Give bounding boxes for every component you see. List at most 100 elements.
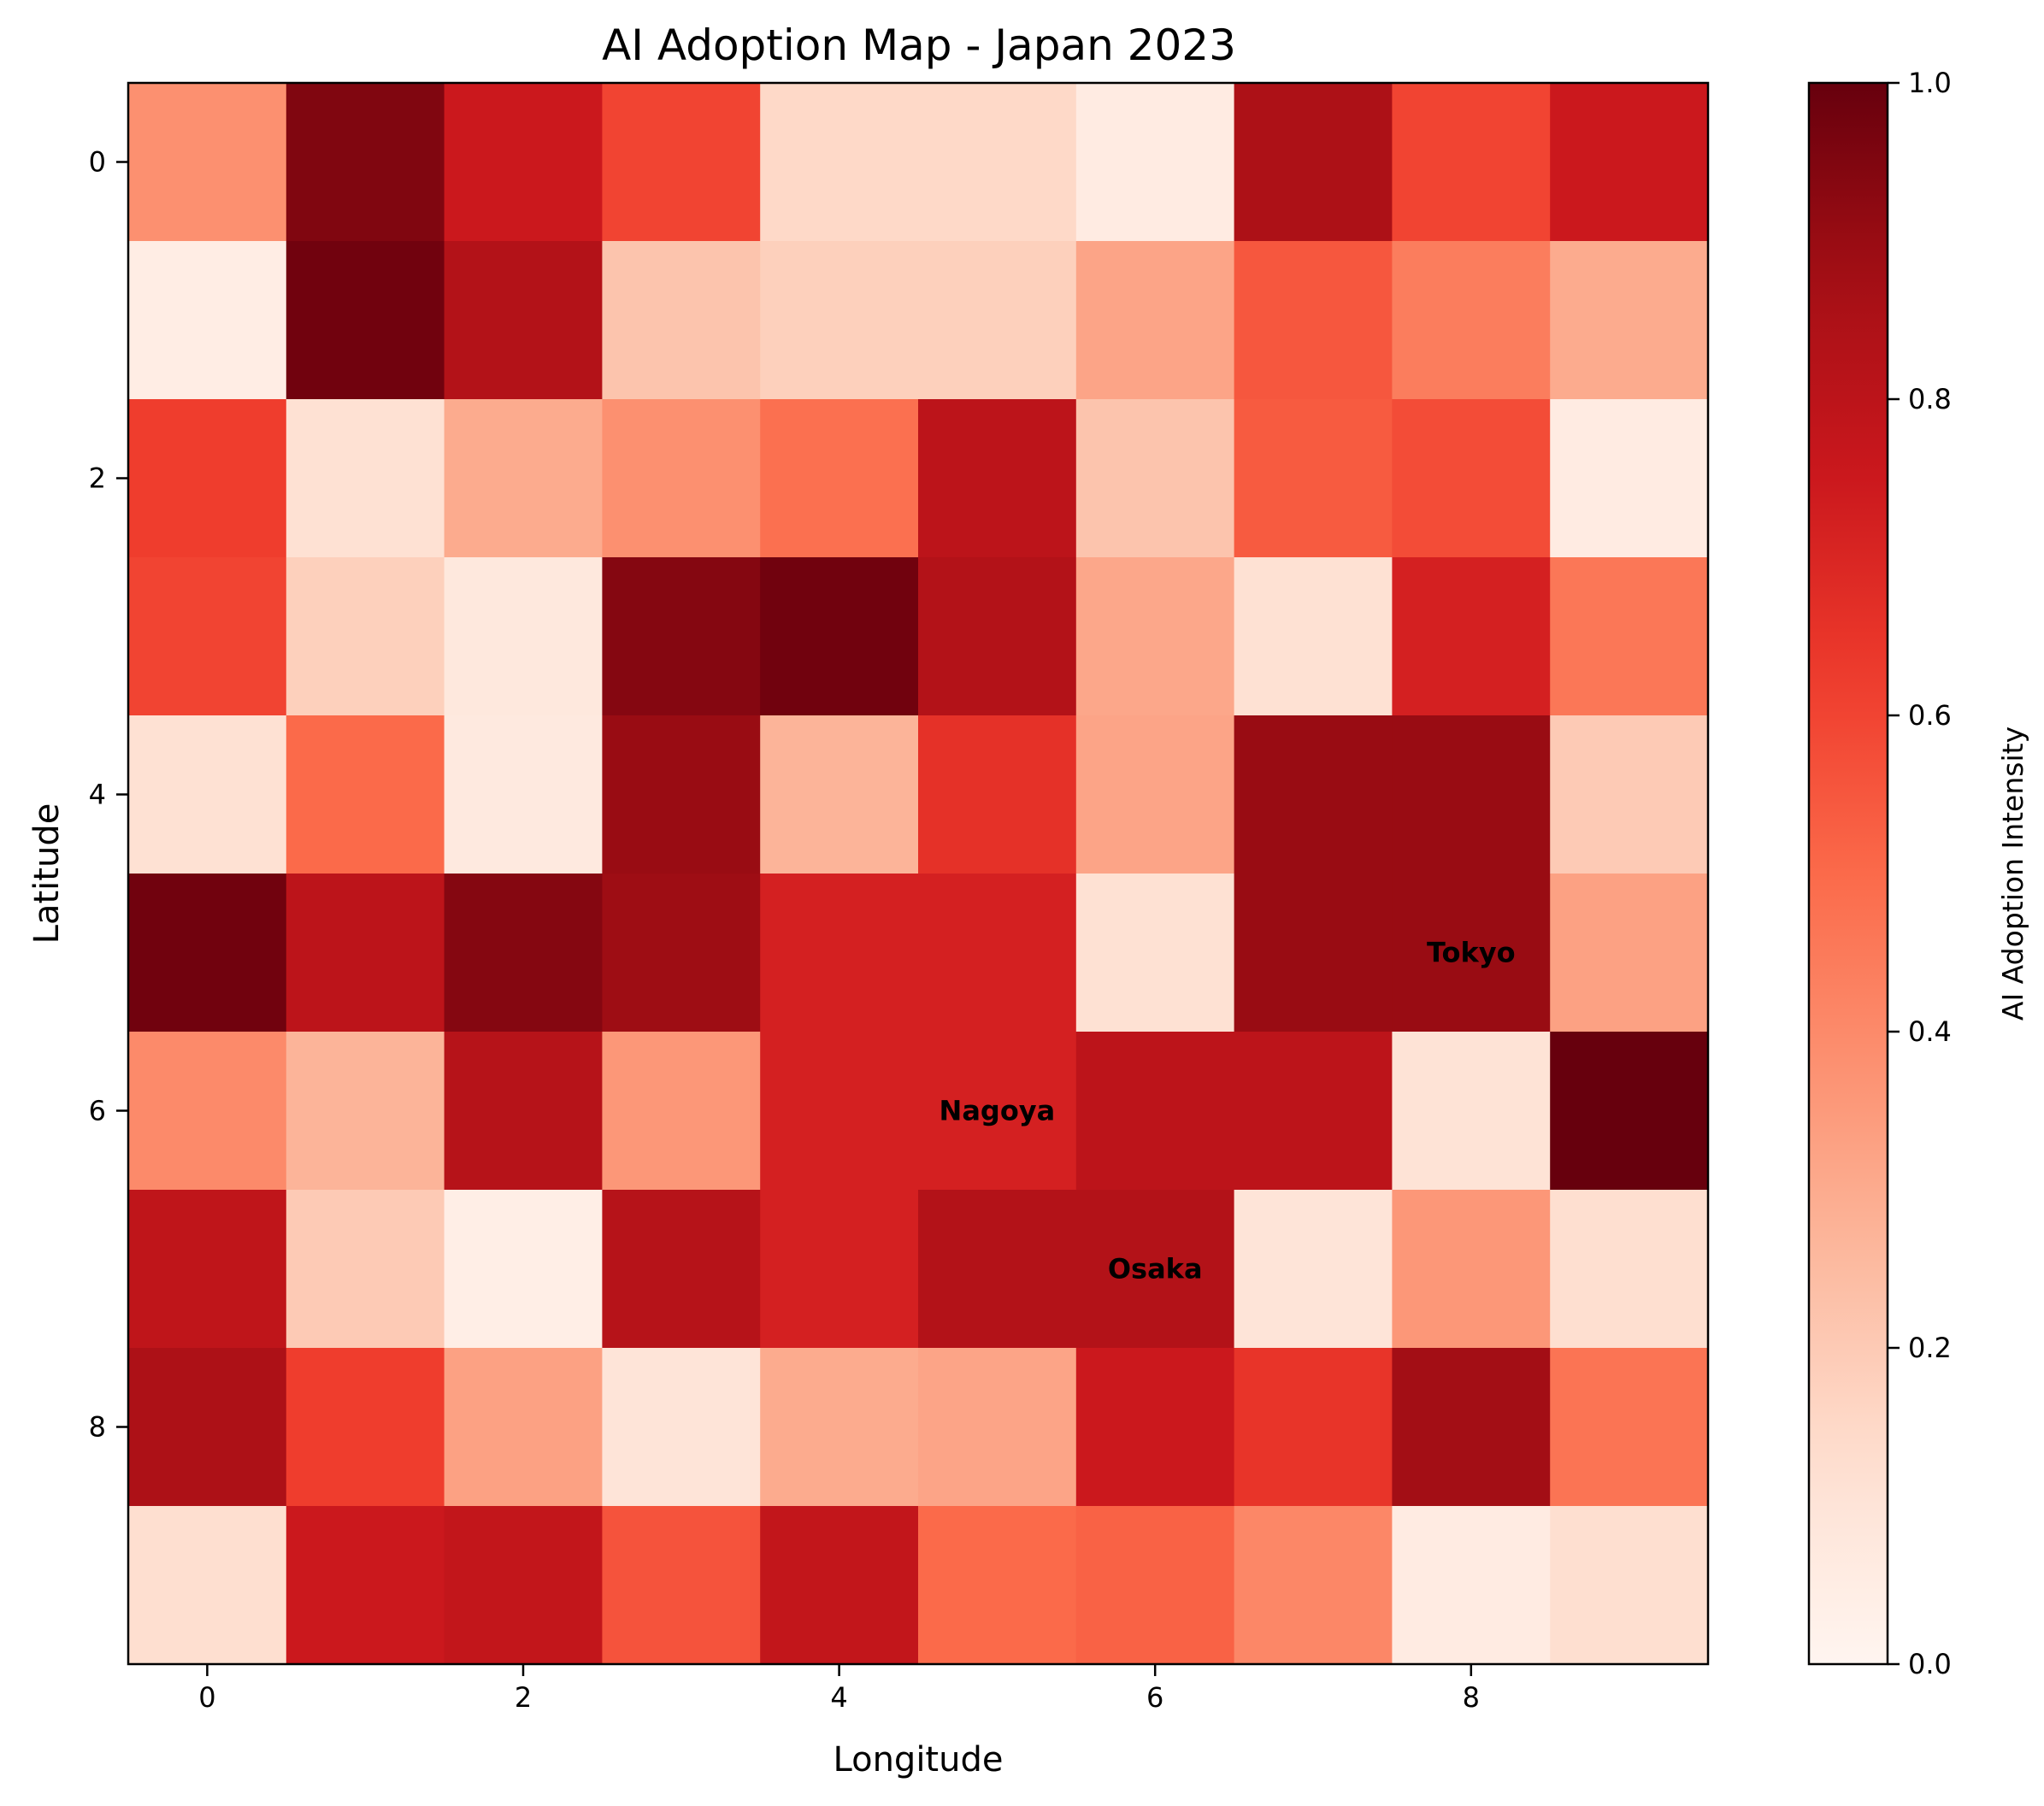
heatmap-cell — [128, 715, 287, 874]
heatmap-cell — [1234, 83, 1393, 242]
y-tick-label: 4 — [89, 779, 106, 811]
heatmap-cell — [128, 1348, 287, 1507]
heatmap-cell — [602, 715, 761, 874]
heatmap-cell — [1075, 399, 1235, 558]
heatmap-cell — [760, 1190, 919, 1349]
heatmap-cell — [1234, 715, 1393, 874]
heatmap-cell — [1392, 83, 1551, 242]
heatmap-cell — [286, 1190, 445, 1349]
x-axis-label: Longitude — [834, 1740, 1004, 1780]
heatmap-cell — [602, 83, 761, 242]
heatmap-cell — [128, 1032, 287, 1191]
heatmap-cell — [444, 399, 603, 558]
heatmap-cell — [1550, 1032, 1709, 1191]
heatmap-cell — [602, 1348, 761, 1507]
heatmap-cell — [1392, 399, 1551, 558]
heatmap-cell — [1075, 1348, 1235, 1507]
heatmap-cell — [760, 83, 919, 242]
heatmap-cell — [1075, 241, 1235, 400]
heatmap-cell — [760, 715, 919, 874]
heatmap-cell — [760, 557, 919, 716]
heatmap-cell — [1075, 1190, 1235, 1349]
colorbar-tick-label: 0.4 — [1908, 1015, 1952, 1048]
heatmap-cell — [1392, 715, 1551, 874]
heatmap-cell — [1234, 557, 1393, 716]
heatmap-cell — [1550, 874, 1709, 1032]
city-label: Nagoya — [940, 1095, 1056, 1127]
heatmap-cell — [918, 1190, 1077, 1349]
heatmap-cell — [444, 1032, 603, 1191]
heatmap-cell — [602, 1506, 761, 1665]
heatmap-cell — [444, 874, 603, 1032]
colorbar-tick-label: 0.2 — [1908, 1332, 1952, 1364]
heatmap-cell — [760, 1506, 919, 1665]
heatmap-cell — [1075, 874, 1235, 1032]
city-annotations: Tokyo Nagoya Osaka — [940, 937, 1516, 1285]
heatmap-cell — [760, 399, 919, 558]
heatmap-cell — [602, 1032, 761, 1191]
heatmap-cell — [128, 1506, 287, 1665]
heatmap-cell — [1550, 715, 1709, 874]
colorbar-tick-label: 1.0 — [1908, 67, 1952, 99]
city-label: Osaka — [1108, 1253, 1203, 1285]
heatmap-cell — [1075, 1506, 1235, 1665]
x-tick-label: 6 — [1146, 1681, 1163, 1714]
heatmap-cell — [128, 1190, 287, 1349]
heatmap-cell — [602, 874, 761, 1032]
heatmap-cell — [1550, 557, 1709, 716]
heatmap-cell — [1550, 1506, 1709, 1665]
heatmap-cell — [1075, 557, 1235, 716]
heatmap-cell — [444, 557, 603, 716]
heatmap-cell — [1392, 1032, 1551, 1191]
heatmap-cell — [1550, 1348, 1709, 1507]
heatmap-cell — [918, 241, 1077, 400]
colorbar-tick-label: 0.0 — [1908, 1648, 1952, 1680]
heatmap-cell — [918, 399, 1077, 558]
colorbar-ticks: 0.0 0.2 0.4 0.6 0.8 1.0 — [1888, 67, 1952, 1680]
heatmap-cell — [1550, 241, 1709, 400]
heatmap-cell — [286, 83, 445, 242]
x-tick-label: 8 — [1463, 1681, 1480, 1714]
heatmap-cell — [1234, 1348, 1393, 1507]
heatmap-cell — [286, 715, 445, 874]
x-tick-label: 4 — [830, 1681, 847, 1714]
heatmap-cell — [444, 1506, 603, 1665]
heatmap-cell — [444, 1190, 603, 1349]
heatmap-cell — [602, 557, 761, 716]
heatmap-cell — [286, 1032, 445, 1191]
colorbar-tick-label: 0.6 — [1908, 699, 1952, 732]
heatmap-cell — [918, 1348, 1077, 1507]
heatmap-cell — [286, 557, 445, 716]
heatmap-cell — [128, 399, 287, 558]
heatmap-cell — [1392, 1190, 1551, 1349]
heatmap-cell — [444, 241, 603, 400]
heatmap-cell — [918, 1032, 1077, 1191]
heatmap-cell — [128, 557, 287, 716]
heatmap-cell — [918, 557, 1077, 716]
heatmap-cell — [760, 241, 919, 400]
colorbar-label: AI Adoption Intensity — [1996, 727, 2029, 1021]
heatmap-cell — [1234, 1032, 1393, 1191]
heatmap-cell — [286, 241, 445, 400]
x-tick-label: 0 — [198, 1681, 215, 1714]
heatmap-cell — [1550, 83, 1709, 242]
heatmap-cell — [1234, 1506, 1393, 1665]
heatmap-cell — [602, 241, 761, 400]
heatmap-cell — [444, 1348, 603, 1507]
y-tick-label: 2 — [89, 462, 106, 495]
heatmap-cell — [918, 874, 1077, 1032]
heatmap-cell — [1075, 715, 1235, 874]
heatmap-cell — [1234, 241, 1393, 400]
heatmap-cell — [128, 241, 287, 400]
heatmap-cell — [1550, 399, 1709, 558]
heatmap-cell — [602, 1190, 761, 1349]
heatmap-cell — [1392, 557, 1551, 716]
y-tick-label: 8 — [89, 1411, 106, 1444]
heatmap-cell — [286, 399, 445, 558]
chart-title: AI Adoption Map - Japan 2023 — [602, 21, 1236, 70]
heatmap-cell — [1234, 399, 1393, 558]
y-tick-label: 0 — [89, 146, 106, 179]
heatmap-cell — [760, 874, 919, 1032]
heatmap-cell — [286, 874, 445, 1032]
